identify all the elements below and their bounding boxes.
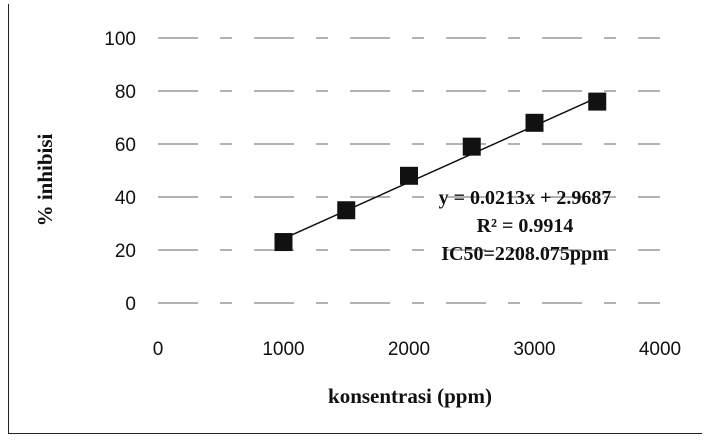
- x-tick-label: 1000: [262, 339, 304, 360]
- trend-equation: y = 0.0213x + 2.9687: [439, 187, 612, 209]
- data-points: [274, 92, 607, 252]
- y-tick-label: 60: [115, 135, 136, 156]
- y-tick-label: 40: [115, 188, 136, 209]
- y-tick-label: 0: [125, 294, 136, 315]
- y-axis-ticks: 0 20 40 60 80 100: [104, 29, 136, 315]
- data-point: [588, 92, 607, 111]
- y-axis-title: % inhibisi: [33, 133, 57, 226]
- gridlines: [158, 37, 660, 304]
- y-tick-label: 80: [115, 82, 136, 103]
- ic50-label: IC50=2208.075ppm: [441, 243, 609, 265]
- x-tick-label: 0: [153, 339, 164, 360]
- x-axis-ticks: 0 1000 2000 3000 4000: [153, 339, 681, 360]
- x-tick-label: 2000: [388, 339, 430, 360]
- chart-frame: [8, 4, 702, 434]
- trendline: [283, 96, 598, 240]
- x-axis-title: konsentrasi (ppm): [328, 384, 492, 408]
- data-point: [462, 137, 481, 156]
- y-tick-label: 20: [115, 241, 136, 262]
- data-point: [337, 201, 356, 220]
- x-tick-label: 3000: [513, 339, 555, 360]
- x-tick-label: 4000: [639, 339, 681, 360]
- data-point: [525, 113, 544, 132]
- data-point: [400, 166, 418, 185]
- y-tick-label: 100: [104, 29, 136, 50]
- data-point: [274, 233, 293, 252]
- r-squared: R² = 0.9914: [477, 215, 574, 237]
